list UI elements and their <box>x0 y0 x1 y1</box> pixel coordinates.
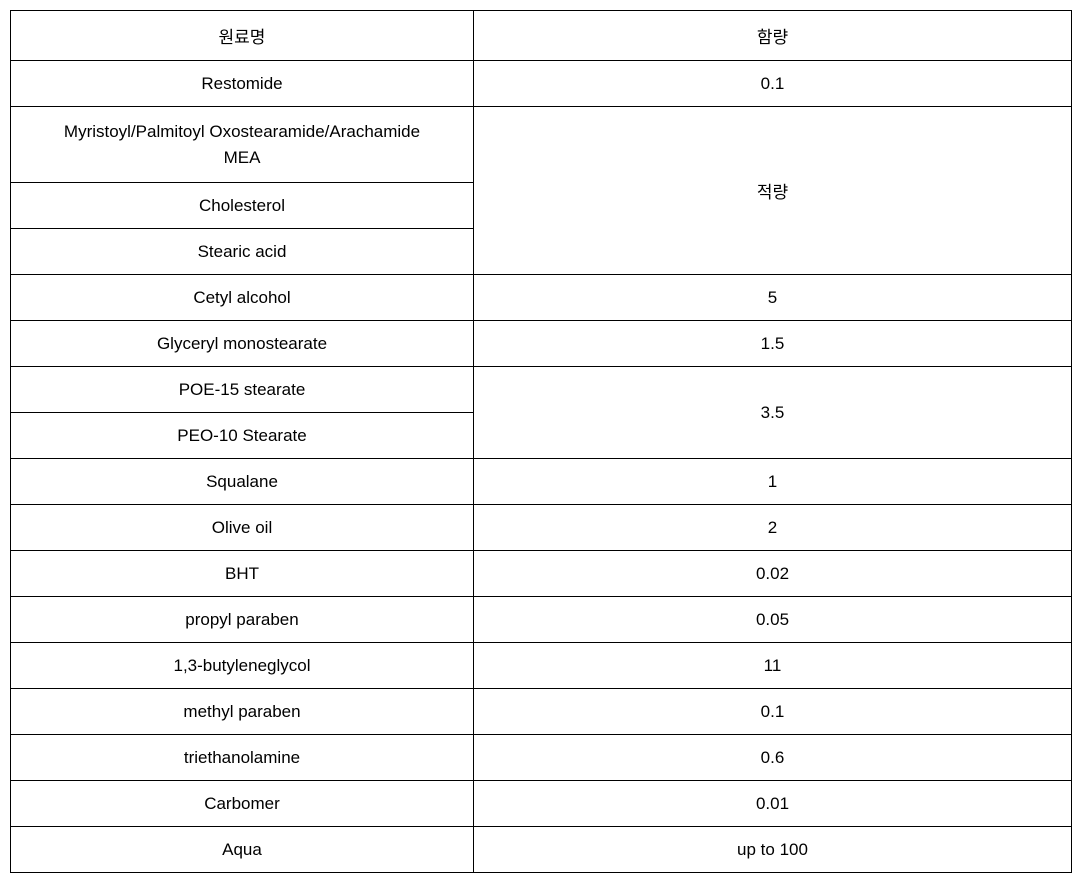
ingredient-cell: BHT <box>11 551 474 597</box>
table-row: Carbomer 0.01 <box>11 781 1072 827</box>
ingredient-cell: Carbomer <box>11 781 474 827</box>
amount-cell: 1 <box>474 459 1072 505</box>
ingredient-cell: Cholesterol <box>11 183 474 229</box>
amount-cell: 0.01 <box>474 781 1072 827</box>
table-row: BHT 0.02 <box>11 551 1072 597</box>
ingredient-cell: Glyceryl monostearate <box>11 321 474 367</box>
amount-cell: 2 <box>474 505 1072 551</box>
table-row: 1,3-butyleneglycol 11 <box>11 643 1072 689</box>
ingredient-line2: MEA <box>224 148 261 167</box>
ingredient-line1: Myristoyl/Palmitoyl Oxostearamide/Aracha… <box>64 122 420 141</box>
table-row: triethanolamine 0.6 <box>11 735 1072 781</box>
ingredient-cell: Olive oil <box>11 505 474 551</box>
table-body: 원료명 함량 Restomide 0.1 Myristoyl/Palmitoyl… <box>11 11 1072 873</box>
amount-cell: up to 100 <box>474 827 1072 873</box>
header-ingredient: 원료명 <box>11 11 474 61</box>
table-row: Cetyl alcohol 5 <box>11 275 1072 321</box>
amount-cell: 0.6 <box>474 735 1072 781</box>
table-row: Squalane 1 <box>11 459 1072 505</box>
table-row: Olive oil 2 <box>11 505 1072 551</box>
table-row: POE-15 stearate 3.5 <box>11 367 1072 413</box>
table-row: Myristoyl/Palmitoyl Oxostearamide/Aracha… <box>11 107 1072 183</box>
amount-cell: 0.1 <box>474 61 1072 107</box>
amount-cell: 3.5 <box>474 367 1072 459</box>
ingredient-cell: triethanolamine <box>11 735 474 781</box>
ingredient-cell: Restomide <box>11 61 474 107</box>
table-row: Aqua up to 100 <box>11 827 1072 873</box>
header-amount: 함량 <box>474 11 1072 61</box>
table-row: Restomide 0.1 <box>11 61 1072 107</box>
ingredient-cell: Myristoyl/Palmitoyl Oxostearamide/Aracha… <box>11 107 474 183</box>
table-row: propyl paraben 0.05 <box>11 597 1072 643</box>
table-header-row: 원료명 함량 <box>11 11 1072 61</box>
ingredient-cell: Aqua <box>11 827 474 873</box>
ingredient-cell: Squalane <box>11 459 474 505</box>
ingredients-table: 원료명 함량 Restomide 0.1 Myristoyl/Palmitoyl… <box>10 10 1072 873</box>
table-row: Glyceryl monostearate 1.5 <box>11 321 1072 367</box>
ingredient-cell: POE-15 stearate <box>11 367 474 413</box>
amount-cell: 0.02 <box>474 551 1072 597</box>
amount-cell: 11 <box>474 643 1072 689</box>
amount-cell: 0.1 <box>474 689 1072 735</box>
ingredient-cell: Stearic acid <box>11 229 474 275</box>
ingredient-cell: PEO-10 Stearate <box>11 413 474 459</box>
ingredient-cell: 1,3-butyleneglycol <box>11 643 474 689</box>
ingredient-cell: propyl paraben <box>11 597 474 643</box>
amount-cell: 적량 <box>474 107 1072 275</box>
ingredient-cell: Cetyl alcohol <box>11 275 474 321</box>
amount-cell: 0.05 <box>474 597 1072 643</box>
amount-cell: 5 <box>474 275 1072 321</box>
amount-cell: 1.5 <box>474 321 1072 367</box>
table-row: methyl paraben 0.1 <box>11 689 1072 735</box>
ingredient-cell: methyl paraben <box>11 689 474 735</box>
